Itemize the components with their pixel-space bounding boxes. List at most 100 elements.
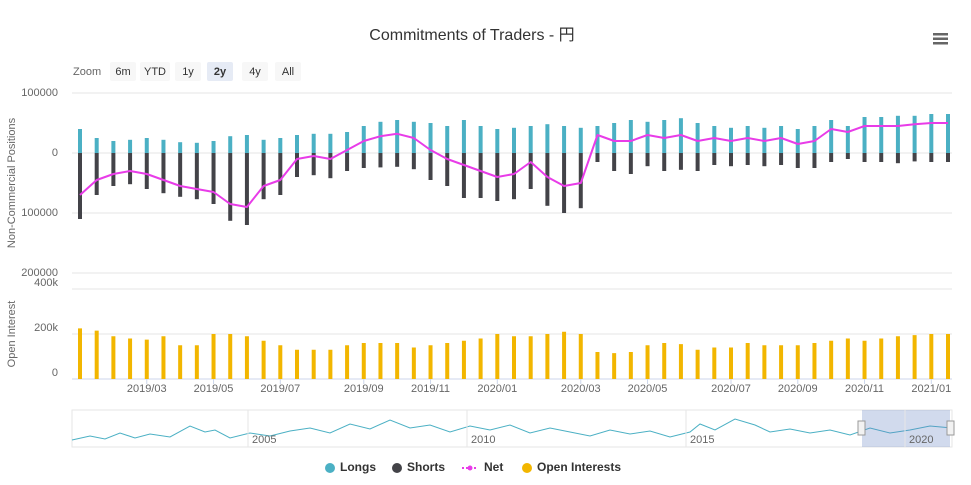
bar — [895, 153, 900, 164]
y-tick-label: 0 — [52, 147, 58, 159]
zoom-button-label[interactable]: All — [282, 66, 294, 78]
zoom-button[interactable]: All — [275, 62, 301, 81]
zoom-button[interactable]: 4y — [242, 62, 268, 81]
bar — [211, 141, 216, 153]
zoom-button-label[interactable]: YTD — [144, 66, 166, 78]
zoom-button-label[interactable]: 6m — [115, 66, 130, 78]
bar — [144, 138, 149, 153]
bar — [628, 120, 633, 153]
bar — [645, 121, 650, 153]
legend-label[interactable]: Open Interests — [537, 460, 621, 474]
legend-label[interactable]: Shorts — [407, 460, 445, 474]
y2-axis-title: Open Interest — [6, 301, 18, 368]
bar — [862, 117, 867, 153]
legend-marker[interactable] — [467, 465, 473, 471]
zoom-button-label[interactable]: 2y — [214, 66, 227, 78]
open-interest-bar — [595, 352, 600, 379]
navigator-handle[interactable] — [857, 420, 866, 436]
open-interest-bar — [461, 340, 466, 379]
zoom-button-bg[interactable] — [242, 62, 268, 81]
zoom-button-label[interactable]: 1y — [182, 66, 194, 78]
bar — [946, 153, 950, 162]
legend-marker[interactable] — [325, 463, 335, 473]
bar — [261, 139, 266, 153]
bar — [345, 132, 350, 153]
x-tick-label: 2019/03 — [127, 383, 167, 395]
menu-button[interactable] — [930, 30, 950, 46]
bar — [562, 153, 567, 213]
zoom-button-bg[interactable] — [110, 62, 136, 81]
open-interest-bar — [645, 345, 650, 379]
bar — [662, 153, 667, 171]
open-interest-bar — [161, 336, 166, 379]
y-tick-label: 100000 — [21, 87, 58, 99]
open-interest-bar — [512, 336, 516, 379]
open-interest-bar — [278, 345, 283, 379]
bar — [111, 153, 116, 186]
bar — [194, 142, 199, 153]
open-interest-bar — [795, 345, 800, 379]
navigator-label: 2010 — [471, 434, 495, 446]
bar — [512, 153, 516, 200]
bar — [78, 129, 82, 153]
navigator-handle[interactable] — [946, 420, 955, 436]
bar — [929, 153, 934, 162]
bar — [495, 129, 500, 153]
open-interest-bar — [94, 330, 99, 379]
bar — [879, 153, 884, 162]
zoom-button-bg[interactable] — [175, 62, 201, 81]
zoom-button-bg[interactable] — [207, 62, 233, 81]
bar — [194, 153, 199, 200]
bar — [378, 153, 383, 168]
open-interest-bar — [845, 338, 850, 379]
zoom-label: Zoom — [73, 66, 101, 78]
bar — [845, 126, 850, 153]
zoom-button[interactable]: 6m — [110, 62, 136, 81]
bar — [762, 153, 767, 167]
bar — [295, 135, 299, 153]
menu-bar — [933, 42, 948, 45]
legend-label[interactable]: Net — [484, 460, 503, 474]
legend-marker[interactable] — [392, 463, 402, 473]
navigator-selection[interactable] — [862, 410, 950, 447]
open-interest-bar — [745, 343, 750, 379]
zoom-button-bg[interactable] — [140, 62, 170, 81]
open-interest-bar — [545, 334, 550, 379]
bar — [645, 153, 650, 167]
legend-label[interactable]: Longs — [340, 460, 376, 474]
bar — [545, 124, 550, 153]
legend-item[interactable]: Net — [462, 460, 503, 474]
x-tick-label: 2019/07 — [260, 383, 300, 395]
bar — [745, 153, 750, 165]
bar — [845, 153, 850, 159]
zoom-button[interactable]: YTD — [140, 62, 170, 81]
zoom-button[interactable]: 1y — [175, 62, 201, 81]
bar — [345, 153, 350, 171]
x-tick-label: 2020/01 — [477, 383, 517, 395]
x-tick-label: 2020/07 — [711, 383, 751, 395]
open-interest-bar — [144, 339, 149, 379]
bar — [812, 126, 817, 153]
legend-item[interactable]: Shorts — [392, 460, 445, 474]
legend-item[interactable]: Longs — [325, 460, 376, 474]
bar — [311, 153, 316, 176]
bar — [695, 153, 700, 171]
open-interest-bar — [178, 345, 183, 379]
bar — [829, 153, 834, 162]
open-interest-bar — [695, 349, 700, 379]
legend-item[interactable]: Open Interests — [522, 460, 621, 474]
open-interest-bar — [378, 343, 383, 379]
x-tick-label: 2019/09 — [344, 383, 384, 395]
navigator[interactable] — [71, 409, 955, 448]
x-tick-label: 2020/03 — [561, 383, 601, 395]
open-interest-bar — [895, 336, 900, 379]
open-interest-bar — [729, 347, 733, 379]
bar — [729, 153, 733, 167]
zoom-button-bg[interactable] — [275, 62, 301, 81]
legend-marker[interactable] — [522, 463, 532, 473]
zoom-button-label[interactable]: 4y — [249, 66, 261, 78]
zoom-button[interactable]: 2y — [207, 62, 233, 81]
bar — [111, 141, 116, 153]
net-line — [79, 122, 948, 208]
bar — [395, 153, 400, 167]
